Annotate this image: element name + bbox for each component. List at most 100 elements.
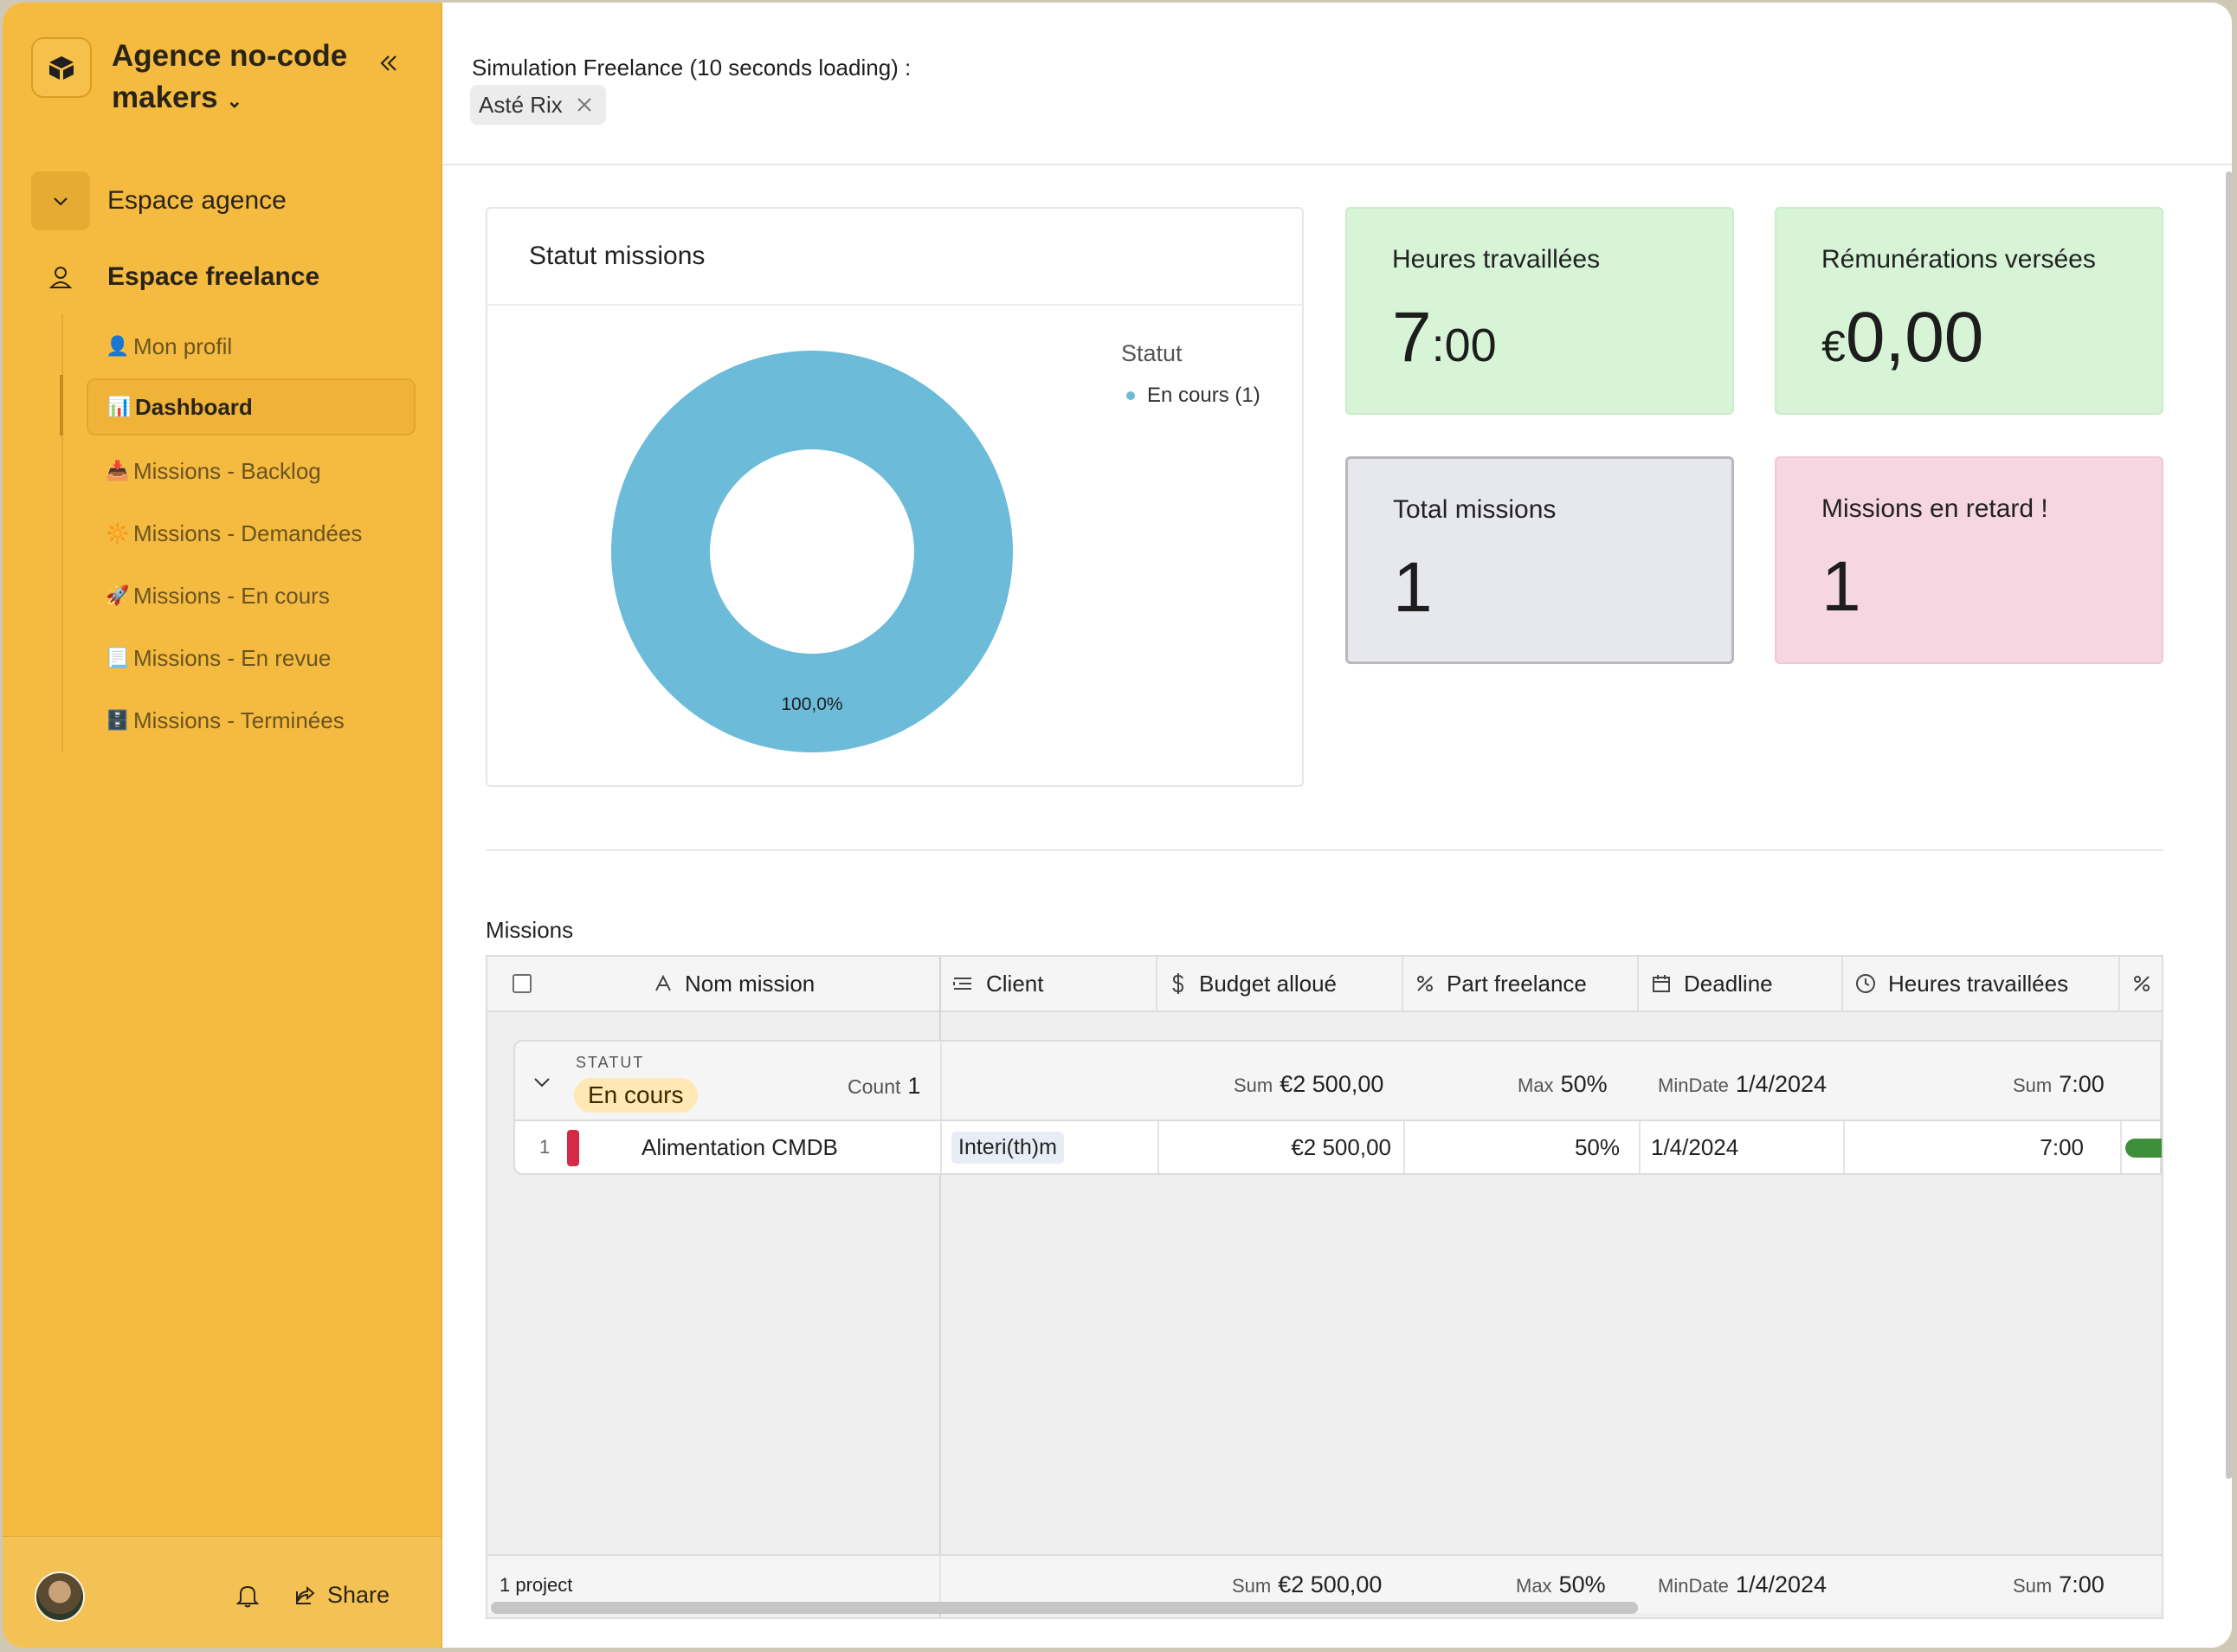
column-header-client[interactable]: Client (941, 957, 1157, 1010)
agg-value: €2 500,00 (1280, 1071, 1384, 1097)
app-window: Agence no-code makers ⌄ Espace agence Esp… (3, 3, 2232, 1648)
remove-user-icon[interactable] (575, 95, 594, 114)
legend-item[interactable]: En cours (1) (1126, 384, 1260, 408)
share-icon (296, 1585, 315, 1604)
notifications-button[interactable] (230, 1578, 265, 1613)
calendar-icon (1651, 973, 1672, 994)
select-all-cell[interactable] (487, 957, 557, 1010)
donut-data-label: 100,0% (781, 694, 842, 714)
count-value: 1 (907, 1073, 921, 1099)
record-count: 1 project (500, 1574, 573, 1596)
column-header-budget[interactable]: Budget alloué (1157, 957, 1403, 1010)
rocket-icon: 🚀 (106, 584, 130, 606)
column-label: Client (986, 970, 1044, 997)
chevron-down-icon: ⌄ (226, 90, 243, 112)
sidebar-item-missions-demandees[interactable]: 🔆 Missions - Demandées (87, 505, 416, 562)
column-separator (939, 1556, 941, 1613)
kpi-value-sub: :00 (1431, 319, 1497, 371)
kpi-title: Rémunérations versées (1821, 245, 2096, 274)
donut-slice[interactable] (610, 351, 1013, 752)
column-label: Part freelance (1447, 970, 1587, 997)
group-en-cours: STATUT En cours Count 1 Sum €2 500,00 Max 5… (513, 1040, 2162, 1178)
cabinet-icon: 🗄️ (106, 709, 130, 731)
kpi-late-missions-card: Missions en retard ! 1 (1775, 456, 2163, 664)
cell-heures[interactable]: 7:00 (2040, 1133, 2084, 1160)
selected-user-name: Asté Rix (479, 91, 563, 118)
cell-client[interactable]: Interi(th)m (951, 1121, 1064, 1173)
agg-value: 1/4/2024 (1735, 1071, 1828, 1097)
cell-part-freelance[interactable]: 50% (1574, 1133, 1620, 1160)
footer-hours-sum: Sum 7:00 (2013, 1571, 2105, 1598)
vertical-scrollbar[interactable] (2226, 171, 2232, 1479)
status-chart-card: Statut missions 100,0% Statut En cours (… (486, 207, 1304, 787)
client-chip[interactable]: Interi(th)m (951, 1131, 1064, 1164)
column-label: Nom mission (685, 970, 816, 997)
kpi-value: 7:00 (1392, 302, 1732, 373)
horizontal-scrollbar[interactable] (491, 1602, 1638, 1614)
kpi-title: Total missions (1393, 495, 1557, 524)
agg-label: Sum (1232, 1575, 1272, 1597)
chevron-down-icon[interactable] (31, 171, 90, 230)
workspace-logo-icon[interactable] (31, 37, 92, 98)
column-separator (1157, 1121, 1159, 1173)
kpi-hours-card: Heures travaillées 7:00 (1345, 207, 1734, 415)
table-row[interactable]: 1 Alimentation CMDB Interi(th)m €2 500,0… (513, 1120, 2162, 1175)
select-all-checkbox[interactable] (513, 974, 532, 993)
workspace-name[interactable]: Agence no-code makers ⌄ (112, 35, 371, 122)
link-icon (951, 974, 974, 993)
sidebar-item-missions-en-cours[interactable]: 🚀 Missions - En cours (87, 567, 416, 624)
cell-deadline[interactable]: 1/4/2024 (1651, 1133, 1739, 1160)
agg-value: 1/4/2024 (1735, 1571, 1828, 1597)
section-divider (486, 849, 2163, 851)
column-separator (940, 1042, 942, 1120)
space-espace-agence[interactable]: Espace agence (31, 171, 421, 230)
column-header-part-freelance[interactable]: Part freelance (1403, 957, 1639, 1010)
simulation-label: Simulation Freelance (10 seconds loading… (472, 55, 912, 81)
space-label: Espace agence (107, 186, 287, 215)
sidebar-item-label: Missions - Terminées (133, 707, 345, 733)
avatar[interactable] (35, 1571, 85, 1622)
share-label: Share (327, 1581, 390, 1608)
share-button[interactable]: Share (294, 1575, 390, 1615)
collapse-sidebar-button[interactable] (371, 46, 406, 81)
kpi-remuneration-card: Rémunérations versées €0,00 (1775, 207, 2163, 415)
column-header-nom-mission[interactable]: Nom mission (557, 957, 941, 1010)
agg-label: Sum (2013, 1575, 2053, 1597)
column-header-progress[interactable] (2120, 957, 2162, 1010)
column-label: Heures travaillées (1888, 970, 2069, 997)
chart-card-header: Statut missions (487, 209, 1302, 306)
cell-budget[interactable]: €2 500,00 (1291, 1133, 1391, 1160)
legend-dot-icon (1126, 391, 1135, 400)
inbox-icon: 📥 (106, 460, 130, 481)
footer-deadline-min: MinDate 1/4/2024 (1658, 1571, 1827, 1598)
group-header[interactable]: STATUT En cours Count 1 Sum €2 500,00 Max 5… (513, 1040, 2162, 1121)
sidebar-item-missions-en-revue[interactable]: 📃 Missions - En revue (87, 629, 416, 687)
page-icon: 📃 (106, 647, 130, 668)
chevron-down-icon[interactable] (531, 1071, 553, 1094)
sidebar-item-label: Mon profil (133, 332, 233, 359)
agg-label: Sum (1234, 1074, 1273, 1096)
selected-user-chip[interactable]: Asté Rix (470, 85, 606, 125)
agg-label: Max (1516, 1575, 1552, 1597)
kpi-value: €0,00 (1821, 302, 2162, 373)
footer-part-max: Max 50% (1516, 1571, 1606, 1598)
sidebar-item-mon-profil[interactable]: 👤 Mon profil (87, 318, 416, 375)
kpi-currency: € (1821, 322, 1846, 371)
sidebar-item-missions-terminees[interactable]: 🗄️ Missions - Terminées (87, 692, 416, 749)
column-header-heures[interactable]: Heures travaillées (1843, 957, 2120, 1010)
kpi-value: 1 (1393, 548, 1433, 627)
text-icon (654, 974, 673, 993)
sidebar-item-missions-backlog[interactable]: 📥 Missions - Backlog (87, 442, 416, 500)
missions-grid: Nom mission Client Budget alloué Part fr… (486, 955, 2163, 1619)
agg-value: 7:00 (2059, 1071, 2105, 1097)
column-header-deadline[interactable]: Deadline (1639, 957, 1843, 1010)
space-espace-freelance[interactable]: Espace freelance (31, 248, 421, 307)
sidebar-item-label: Missions - Backlog (133, 457, 321, 484)
sidebar-item-dashboard[interactable]: 📊 Dashboard (87, 378, 416, 436)
profile-icon: 👤 (106, 335, 130, 357)
cell-nom-mission[interactable]: Alimentation CMDB (641, 1133, 838, 1160)
group-deadline-min: MinDate 1/4/2024 (1658, 1071, 1827, 1098)
agg-label: MinDate (1658, 1575, 1729, 1597)
dollar-icon (1170, 972, 1187, 995)
status-badge: En cours (574, 1078, 698, 1113)
